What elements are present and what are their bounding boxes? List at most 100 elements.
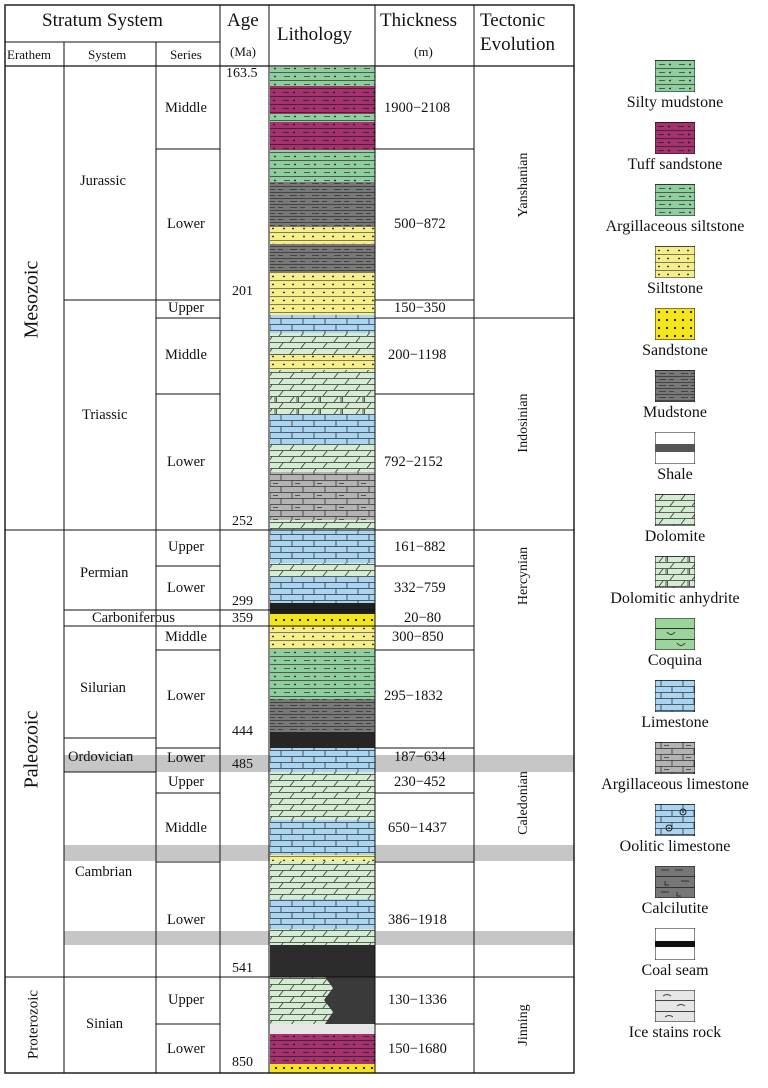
silty-mudstone-swatch [655, 60, 695, 92]
erathem-proterozoic: Proterozoic [25, 989, 42, 1060]
coal-seam-swatch [655, 928, 695, 960]
legend-item: Shale [582, 432, 768, 484]
age-label: 163.5 [226, 66, 258, 81]
age-label: 359 [232, 611, 253, 626]
header-erathem: Erathem [7, 47, 52, 62]
dolomitic-anhydrite-swatch [655, 556, 695, 588]
calcilutite-swatch [655, 866, 695, 898]
thickness-value: 500−872 [394, 216, 446, 232]
header-tectonic: Tectonic [480, 10, 546, 31]
series-cambrian-lower: Lower [167, 912, 205, 928]
lithology-column [270, 67, 375, 1073]
system-sinian: Sinian [86, 1016, 124, 1032]
legend-item: Mudstone [582, 370, 768, 422]
argillaceous-limestone-swatch [655, 742, 695, 774]
system-cambrian: Cambrian [75, 864, 133, 880]
header-evolution: Evolution [480, 34, 555, 55]
thickness-value: 230−452 [394, 774, 446, 790]
series-permian-lower: Lower [167, 580, 205, 596]
series-permian-upper: Upper [168, 539, 205, 555]
tectonic-yanshanian: Yanshanian [516, 152, 531, 218]
legend-item: Tuff sandstone [582, 122, 768, 174]
dolomite-swatch [655, 494, 695, 526]
series-silurian-lower: Lower [167, 688, 205, 704]
series-sinian-upper: Upper [168, 992, 205, 1008]
argillaceous-siltstone-swatch [655, 184, 695, 216]
tectonic-jinning: Jinning [516, 1004, 531, 1046]
tectonic-caledonian: Caledonian [516, 771, 531, 835]
header-age-unit: (Ma) [230, 44, 256, 59]
thickness-value: 650−1437 [388, 820, 447, 836]
oolitic-limestone-swatch [655, 804, 695, 836]
legend-item: Ice stains rock [582, 990, 768, 1042]
system-ordovician: Ordovician [68, 749, 134, 765]
series-triassic-middle: Middle [165, 347, 207, 363]
system-carboniferous: Carboniferous [92, 610, 175, 626]
thickness-value: 300−850 [392, 629, 444, 645]
coquina-swatch [655, 618, 695, 650]
tuff-sandstone-swatch [655, 122, 695, 154]
legend-item: Calcilutite [582, 866, 768, 918]
thickness-value: 386−1918 [388, 912, 447, 928]
stratigraphic-column-chart [4, 4, 575, 1074]
thickness-value: 150−350 [394, 300, 446, 316]
age-label: 201 [232, 284, 253, 299]
series-ordovician-lower: Lower [167, 750, 205, 766]
erathem-paleozoic: Paleozoic [20, 710, 43, 789]
mudstone-swatch [655, 370, 695, 402]
series-jurassic-middle: Middle [165, 100, 207, 116]
siltstone-swatch [655, 246, 695, 278]
thickness-value: 200−1198 [388, 347, 447, 363]
legend-item: Limestone [582, 680, 768, 732]
thickness-value: 130−1336 [388, 992, 447, 1008]
grey-bands [64, 755, 574, 945]
thickness-value: 332−759 [394, 580, 446, 596]
series-triassic-lower: Lower [167, 454, 205, 470]
header-thickness: Thickness [380, 10, 458, 31]
header-age: Age [227, 10, 259, 31]
header-lithology: Lithology [277, 24, 352, 45]
header-series: Series [170, 47, 202, 62]
series-silurian-middle: Middle [165, 629, 207, 645]
legend-item: Siltstone [582, 246, 768, 298]
age-label: 485 [232, 757, 253, 772]
legend-item: Argillaceous limestone [582, 742, 768, 794]
age-label: 252 [232, 514, 253, 529]
thickness-value: 792−2152 [384, 454, 443, 470]
thickness-value: 295−1832 [384, 688, 443, 704]
series-triassic-upper: Upper [168, 300, 205, 316]
thickness-value: 1900−2108 [384, 100, 451, 116]
legend-item: Dolomitic anhydrite [582, 556, 768, 608]
system-silurian: Silurian [80, 680, 126, 696]
legend-item: Coquina [582, 618, 768, 670]
legend-item: Argillaceous siltstone [582, 184, 768, 236]
age-label: 850 [232, 1055, 253, 1070]
age-label: 444 [232, 724, 253, 739]
legend-item: Sandstone [582, 308, 768, 360]
series-cambrian-middle: Middle [165, 820, 207, 836]
legend-item: Oolitic limestone [582, 804, 768, 856]
legend-item: Dolomite [582, 494, 768, 546]
thickness-value: 187−634 [394, 749, 446, 765]
series-jurassic-lower: Lower [167, 216, 205, 232]
age-label: 541 [232, 961, 253, 976]
system-triassic: Triassic [82, 407, 128, 423]
header-system: System [88, 47, 127, 62]
age-label: 299 [232, 594, 253, 609]
tectonic-indosinian: Indosinian [516, 393, 531, 453]
header-thickness-unit: (m) [414, 44, 433, 59]
series-sinian-lower: Lower [167, 1041, 205, 1057]
legend-item: Coal seam [582, 928, 768, 980]
tectonic-hercynian: Hercynian [516, 546, 531, 606]
shale-swatch [655, 432, 695, 464]
series-cambrian-upper: Upper [168, 774, 205, 790]
ice-stains-rock-swatch [655, 990, 695, 1022]
sandstone-swatch [655, 308, 695, 340]
header-stratum-system: Stratum System [42, 10, 163, 31]
limestone-swatch [655, 680, 695, 712]
thickness-value: 161−882 [394, 539, 446, 555]
thickness-value: 20−80 [404, 610, 442, 626]
system-permian: Permian [80, 565, 129, 581]
erathem-mesozoic: Mesozoic [20, 260, 43, 339]
legend-item: Silty mudstone [582, 60, 768, 112]
